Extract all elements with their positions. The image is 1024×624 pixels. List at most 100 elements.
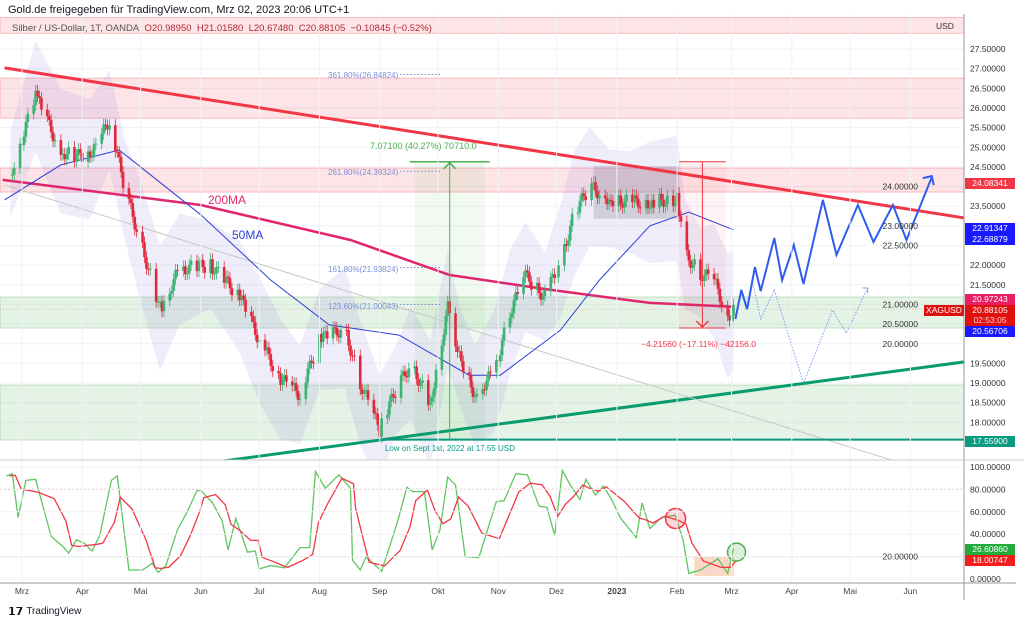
candle [660, 193, 663, 200]
time-tick-label: Mrz [15, 586, 29, 596]
candle [224, 276, 228, 283]
candle [430, 397, 434, 402]
candle [238, 289, 242, 301]
candle [45, 109, 49, 117]
candle [294, 383, 298, 391]
candle [528, 272, 531, 282]
price-tick-label: 20.00000 [883, 339, 919, 349]
support-trendline [219, 360, 964, 460]
candle [549, 277, 553, 291]
candle [323, 331, 327, 333]
candle [22, 136, 26, 146]
candle [512, 300, 516, 314]
projection-arrow-icon [922, 174, 935, 186]
candle [250, 311, 253, 317]
candle [201, 259, 205, 267]
candle [160, 301, 164, 312]
candle [322, 332, 325, 342]
price-badge: 22.68879 [965, 234, 1015, 245]
candle [263, 339, 267, 351]
candle [242, 295, 245, 300]
candle [401, 371, 405, 376]
time-tick-label: Mrz [724, 586, 738, 596]
price-badge: 20.56706 [965, 326, 1015, 337]
candle [625, 194, 628, 202]
candle [442, 334, 446, 346]
candle [689, 260, 693, 268]
candle [156, 301, 160, 303]
candle [485, 380, 488, 390]
candle [594, 182, 597, 191]
price-tick-label: 19.00000 [970, 378, 1006, 388]
candle [215, 267, 218, 274]
candle [662, 199, 665, 207]
resistance-zone [0, 77, 964, 119]
candle [174, 269, 177, 280]
candle [12, 168, 16, 175]
time-tick-label: Feb [670, 586, 685, 596]
candle [135, 229, 138, 232]
price-tick-label: 25.00000 [970, 142, 1006, 152]
candle [283, 375, 286, 380]
candle [576, 212, 580, 214]
alt-projection-path [752, 282, 869, 385]
candle [557, 265, 560, 277]
candle [285, 375, 288, 382]
candle [38, 96, 41, 99]
tradingview-footer[interactable]: 𝟭𝟳 TradingView [8, 605, 81, 618]
candle [366, 390, 370, 400]
candle [228, 278, 232, 289]
candle [598, 195, 601, 199]
candle [603, 195, 607, 199]
open-value: O20.98950 [144, 23, 192, 34]
time-tick-label: Mai [843, 586, 857, 596]
candle [360, 389, 364, 395]
candle [419, 383, 422, 386]
candle [67, 147, 70, 155]
candle [644, 200, 648, 209]
candle [428, 401, 432, 406]
candle [362, 390, 366, 395]
candle [106, 125, 109, 130]
alt-projection-arrow-icon [862, 287, 869, 293]
change-value: −0.10845 (−0.52%) [350, 23, 432, 34]
projection-path [734, 176, 933, 320]
candle [168, 293, 172, 301]
price-tick-label: 22.50000 [883, 241, 919, 251]
candle [312, 362, 315, 364]
osc-tick-label: 20.00000 [883, 552, 919, 562]
time-tick-label: Jun [904, 586, 918, 596]
candle [59, 139, 63, 155]
candle [658, 193, 661, 208]
candle [114, 125, 117, 152]
time-tick-label: 2023 [607, 586, 626, 596]
candle [213, 273, 216, 275]
candle [304, 382, 308, 400]
candle [133, 216, 137, 230]
candle [403, 371, 407, 377]
candle [446, 301, 450, 316]
candle [296, 390, 300, 400]
candle [47, 116, 51, 120]
fib-label: 161.80%(21.93824) [328, 265, 399, 274]
stoch-k-badge: 26.60860 [965, 544, 1015, 555]
time-tick-label: Sep [372, 586, 387, 596]
candle [195, 260, 199, 272]
candle [679, 216, 683, 222]
candle [524, 270, 527, 278]
candle [121, 172, 125, 189]
time-tick-label: Jul [254, 586, 265, 596]
measure-up-label: 7.07100 (40.27%) 70710.0 [370, 141, 477, 151]
candle [699, 259, 702, 280]
candle [189, 260, 193, 265]
candle [522, 277, 525, 294]
resistance-zone [0, 17, 964, 34]
candle [79, 149, 82, 153]
candle [10, 174, 14, 176]
candle [432, 387, 436, 398]
candle [631, 194, 634, 203]
candle [633, 195, 636, 203]
time-tick-label: Apr [785, 586, 798, 596]
time-tick-label: Okt [431, 586, 445, 596]
